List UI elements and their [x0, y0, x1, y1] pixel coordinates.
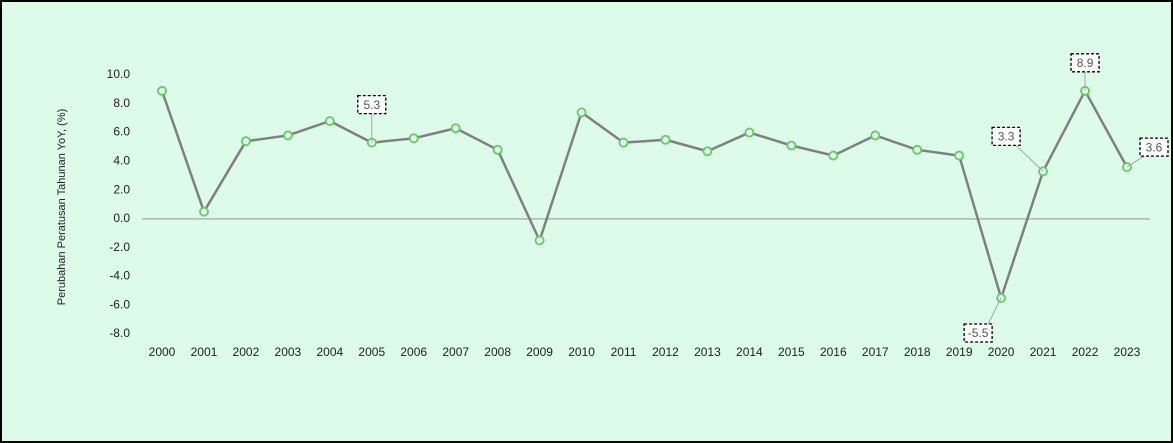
x-tick-label: 2013	[694, 345, 721, 359]
marker	[786, 140, 797, 151]
x-tick-label: 2011	[611, 345, 637, 359]
marker	[954, 150, 965, 161]
x-tick-label: 2022	[1072, 345, 1099, 359]
data-label-box	[1139, 137, 1169, 157]
marker	[618, 137, 629, 148]
x-tick-label: 2007	[442, 345, 469, 359]
x-tick-label: 2008	[484, 345, 511, 359]
marker	[660, 134, 671, 145]
data-label: -5.5	[968, 326, 989, 340]
x-tick-label: 2018	[904, 345, 931, 359]
x-tick-label: 2010	[568, 345, 595, 359]
x-tick-label: 2020	[988, 345, 1015, 359]
marker	[450, 123, 461, 134]
marker	[870, 130, 881, 141]
data-label-box	[357, 94, 387, 115]
x-tick-label: 2001	[191, 345, 218, 359]
marker	[702, 146, 713, 157]
y-tick-label: 2.0	[113, 182, 130, 196]
x-tick-label: 2002	[233, 345, 260, 359]
x-tick-label: 2016	[820, 345, 847, 359]
x-tick-label: 2006	[400, 345, 427, 359]
marker	[828, 150, 839, 161]
y-axis-label: Perubahan Peratusan Tahunan YoY, (%)	[56, 109, 68, 306]
y-tick-label: -8.0	[109, 326, 130, 340]
data-label: 3.3	[998, 130, 1015, 144]
x-tick-label: 2012	[652, 345, 679, 359]
y-tick-label: 6.0	[113, 125, 130, 139]
x-tick-label: 2009	[526, 345, 553, 359]
y-tick-label: 0.0	[113, 211, 130, 225]
x-tick-label: 2019	[946, 345, 973, 359]
y-tick-label: -6.0	[109, 297, 130, 311]
x-tick-label: 2004	[316, 345, 343, 359]
leader-line	[987, 297, 1002, 325]
leader-line	[1015, 145, 1044, 172]
marker	[282, 130, 293, 141]
x-tick-label: 2021	[1030, 345, 1057, 359]
y-tick-label: -2.0	[109, 240, 130, 254]
data-label-box	[1070, 53, 1100, 73]
marker	[324, 116, 335, 126]
marker	[744, 127, 755, 138]
marker	[241, 136, 251, 147]
y-tick-label: 4.0	[113, 154, 130, 168]
data-label: 5.3	[363, 98, 380, 112]
marker	[408, 133, 419, 144]
x-tick-label: 2000	[149, 345, 176, 359]
marker	[157, 85, 167, 96]
x-tick-label: 2015	[778, 345, 805, 359]
y-tick-label: -4.0	[109, 269, 130, 283]
x-tick-label: 2003	[275, 345, 302, 359]
x-tick-label: 2005	[358, 345, 385, 359]
marker	[492, 144, 503, 155]
y-tick-label: 8.0	[113, 96, 130, 110]
marker	[912, 144, 923, 155]
leader-line	[1126, 155, 1145, 168]
line	[160, 89, 1129, 300]
data-label-box	[991, 126, 1021, 147]
x-tick-label: 2023	[1114, 345, 1141, 359]
marker	[199, 206, 209, 217]
x-tick-label: 2017	[862, 345, 889, 359]
data-label: 8.9	[1077, 56, 1094, 70]
x-tick-label: 2014	[736, 345, 763, 359]
data-label: 3.6	[1146, 140, 1163, 154]
y-tick-label: 10.0	[107, 67, 131, 81]
marker	[576, 107, 587, 118]
data-label-box	[963, 323, 993, 343]
marker	[534, 235, 545, 246]
